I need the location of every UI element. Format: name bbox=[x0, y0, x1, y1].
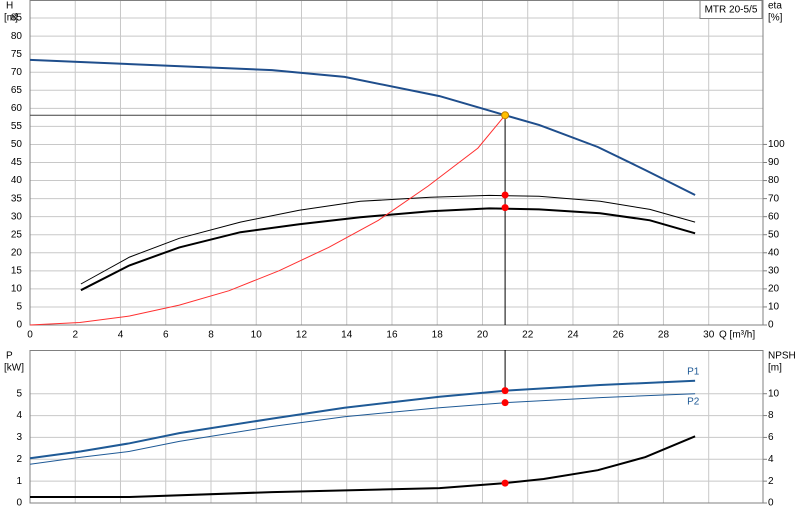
x-axis-label: Q [m³/h] bbox=[719, 330, 755, 341]
x-tick-label: 28 bbox=[658, 330, 670, 341]
title-box bbox=[699, 0, 763, 19]
y-tick-label: 10 bbox=[11, 284, 23, 295]
y-tick-label: 20 bbox=[11, 247, 23, 258]
y-tick-label: 5 bbox=[16, 388, 22, 399]
y-tick-label: 3 bbox=[16, 432, 22, 443]
y-tick-label: 5 bbox=[16, 302, 22, 313]
curve bbox=[30, 435, 696, 498]
x-tick-label: 24 bbox=[567, 330, 579, 341]
y-axis-label: P bbox=[6, 351, 13, 362]
y-tick-label: 40 bbox=[11, 175, 23, 186]
x-tick-label: 20 bbox=[477, 330, 489, 341]
operating-point bbox=[501, 399, 509, 407]
y2-tick-label: 2 bbox=[768, 476, 774, 487]
y-tick-label: 0 bbox=[16, 320, 22, 331]
y-tick-label: 35 bbox=[11, 193, 23, 204]
operating-point bbox=[501, 387, 509, 395]
y-tick-label: 50 bbox=[11, 139, 23, 150]
y-tick-label: 45 bbox=[11, 157, 23, 168]
y2-axis-label: eta bbox=[768, 1, 782, 12]
plot-frame bbox=[29, 0, 764, 326]
y2-tick-label: 10 bbox=[768, 302, 780, 313]
y-tick-label: 4 bbox=[16, 410, 22, 421]
y2-tick-label: 50 bbox=[768, 229, 780, 240]
curve bbox=[29, 393, 696, 465]
plot-frame bbox=[29, 350, 764, 504]
curve bbox=[29, 379, 696, 460]
x-tick-label: 30 bbox=[703, 330, 715, 341]
y-tick-label: 80 bbox=[11, 31, 23, 42]
y-axis-unit: [kW] bbox=[4, 363, 24, 374]
y2-axis-unit: [m] bbox=[768, 363, 782, 374]
y2-tick-label: 60 bbox=[768, 211, 780, 222]
x-tick-label: 6 bbox=[163, 330, 169, 341]
curve bbox=[80, 194, 696, 285]
curve bbox=[29, 114, 506, 326]
operating-point bbox=[501, 479, 509, 487]
y-axis-unit: [m] bbox=[4, 13, 18, 24]
y-tick-label: 25 bbox=[11, 229, 23, 240]
curve-label: P2 bbox=[687, 396, 700, 407]
y2-tick-label: 40 bbox=[768, 247, 780, 258]
y-tick-label: 60 bbox=[11, 103, 23, 114]
y-axis-label: H bbox=[6, 1, 13, 12]
y-tick-label: 70 bbox=[11, 67, 23, 78]
y-tick-label: 0 bbox=[16, 498, 22, 509]
operating-point bbox=[501, 191, 509, 199]
operating-point bbox=[501, 111, 510, 120]
y-tick-label: 55 bbox=[11, 121, 23, 132]
y2-tick-label: 10 bbox=[768, 388, 780, 399]
chart-title: MTR 20-5/5 bbox=[705, 5, 758, 16]
x-tick-label: 14 bbox=[341, 330, 353, 341]
x-tick-label: 2 bbox=[72, 330, 78, 341]
y-tick-label: 30 bbox=[11, 211, 23, 222]
y2-tick-label: 90 bbox=[768, 157, 780, 168]
x-tick-label: 12 bbox=[296, 330, 308, 341]
curve-label: P1 bbox=[687, 366, 700, 377]
curve bbox=[29, 58, 696, 196]
x-tick-label: 10 bbox=[251, 330, 263, 341]
y-tick-label: 2 bbox=[16, 454, 22, 465]
x-tick-label: 4 bbox=[118, 330, 124, 341]
y2-tick-label: 4 bbox=[768, 454, 774, 465]
y2-tick-label: 0 bbox=[768, 498, 774, 509]
x-tick-label: 0 bbox=[27, 330, 33, 341]
x-tick-label: 22 bbox=[522, 330, 534, 341]
x-tick-label: 8 bbox=[208, 330, 214, 341]
curve bbox=[80, 207, 696, 292]
y2-tick-label: 8 bbox=[768, 410, 774, 421]
y2-tick-label: 30 bbox=[768, 265, 780, 276]
x-tick-label: 16 bbox=[386, 330, 398, 341]
y2-tick-label: 70 bbox=[768, 193, 780, 204]
x-tick-label: 26 bbox=[613, 330, 625, 341]
y2-tick-label: 0 bbox=[768, 320, 774, 331]
y-tick-label: 15 bbox=[11, 265, 23, 276]
y-tick-label: 85 bbox=[11, 13, 23, 24]
y-tick-label: 65 bbox=[11, 85, 23, 96]
y2-axis-label: NPSH bbox=[768, 351, 796, 362]
operating-point bbox=[501, 204, 509, 212]
y2-tick-label: 6 bbox=[768, 432, 774, 443]
y2-axis-unit: [%] bbox=[768, 13, 783, 24]
y2-tick-label: 20 bbox=[768, 284, 780, 295]
y-tick-label: 75 bbox=[11, 49, 23, 60]
y2-tick-label: 100 bbox=[768, 139, 785, 150]
y-tick-label: 1 bbox=[16, 476, 22, 487]
x-tick-label: 18 bbox=[432, 330, 444, 341]
y2-tick-label: 80 bbox=[768, 175, 780, 186]
